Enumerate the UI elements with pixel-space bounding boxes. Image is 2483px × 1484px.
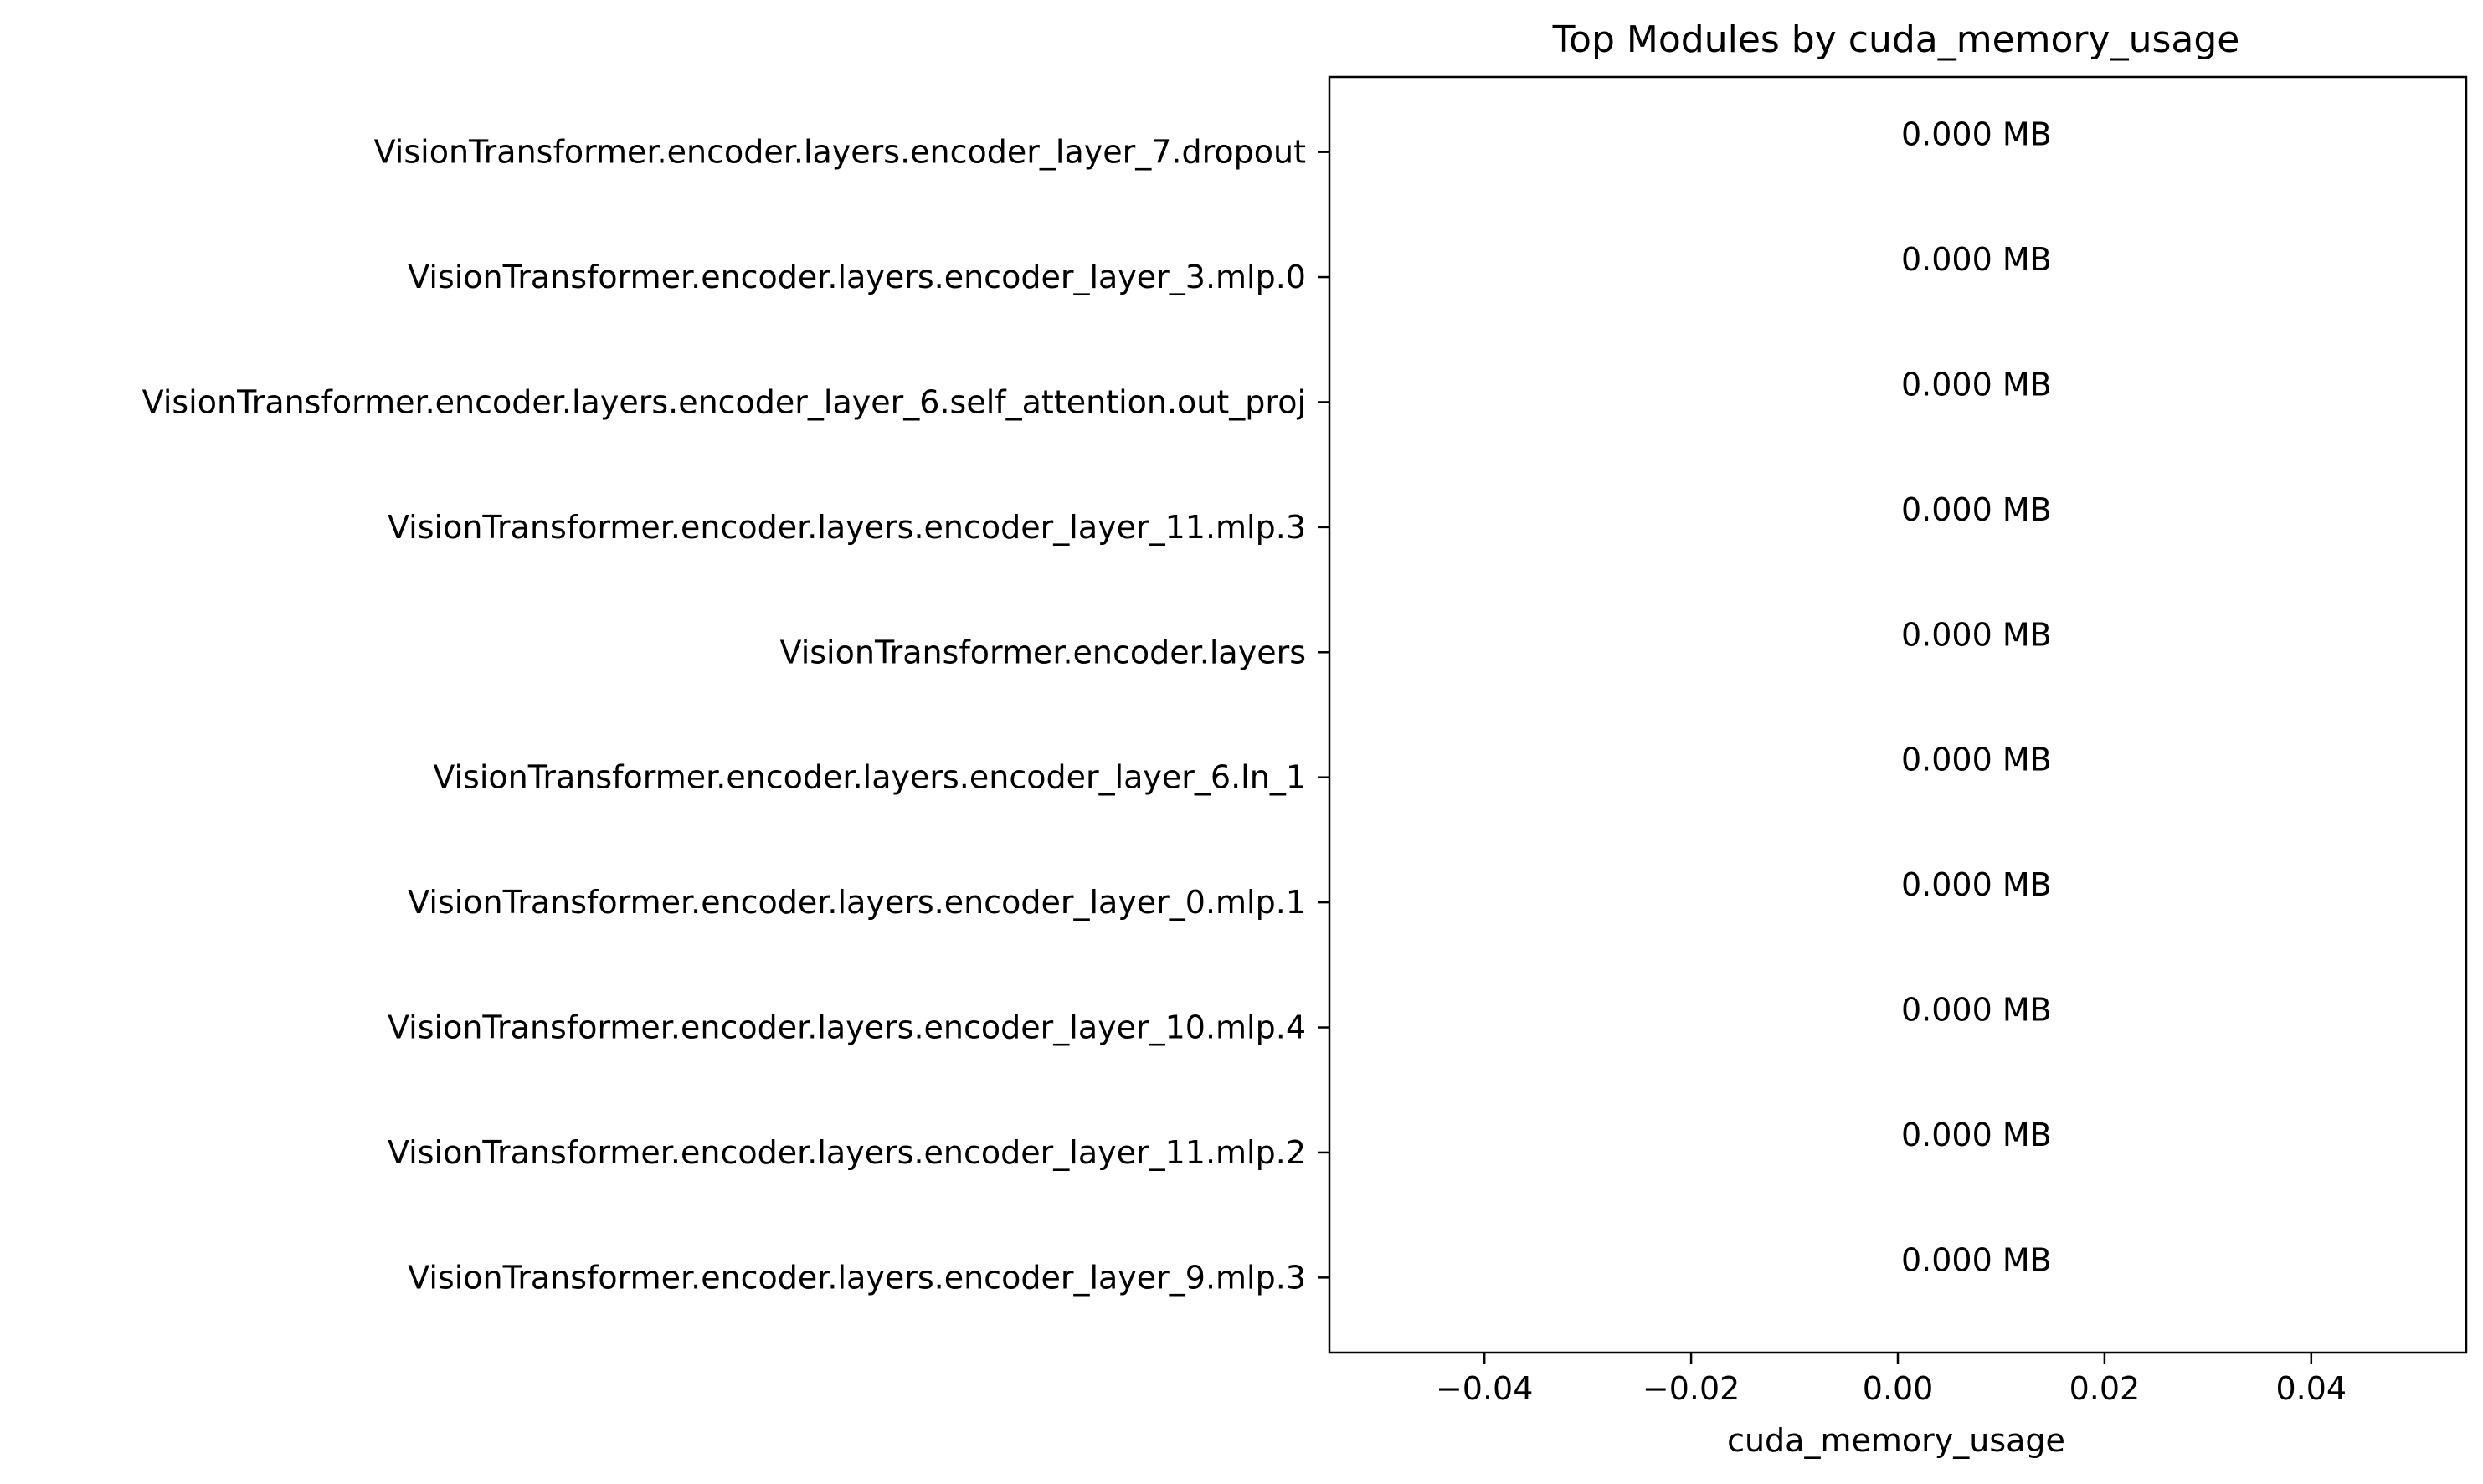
bar-data-label: 0.000 MB [1901, 866, 2052, 903]
y-tick-label: VisionTransformer.encoder.layers.encoder… [408, 884, 1306, 921]
x-tick-label: −0.02 [1642, 1370, 1740, 1407]
y-tick-label: VisionTransformer.encoder.layers.encoder… [388, 509, 1306, 546]
bar-data-label: 0.000 MB [1901, 241, 2052, 278]
x-tick-label: 0.00 [1863, 1370, 1934, 1407]
x-tick-label: 0.04 [2276, 1370, 2347, 1407]
y-tick-label: VisionTransformer.encoder.layers.encoder… [408, 1259, 1306, 1296]
chart-title: Top Modules by cuda_memory_usage [1552, 18, 2240, 61]
bar-data-label: 0.000 MB [1901, 616, 2052, 653]
plot-frame [1328, 75, 2468, 1354]
bar-data-label: 0.000 MB [1901, 366, 2052, 403]
bar-data-label: 0.000 MB [1901, 491, 2052, 528]
bar-data-label: 0.000 MB [1901, 742, 2052, 778]
y-tick-label: VisionTransformer.encoder.layers.encoder… [388, 1134, 1306, 1171]
y-tick-label: VisionTransformer.encoder.layers.encoder… [408, 259, 1306, 295]
y-tick-label: VisionTransformer.encoder.layers.encoder… [374, 134, 1306, 171]
x-tick-label: −0.04 [1436, 1370, 1533, 1407]
y-tick-label: VisionTransformer.encoder.layers.encoder… [433, 759, 1306, 796]
y-axis: VisionTransformer.encoder.layers.encoder… [142, 134, 1329, 1296]
y-tick-label: VisionTransformer.encoder.layers.encoder… [142, 383, 1306, 420]
x-tick-label: 0.02 [2069, 1370, 2141, 1407]
y-tick-label: VisionTransformer.encoder.layers [780, 634, 1306, 670]
x-axis-label: cuda_memory_usage [1727, 1422, 2065, 1459]
x-axis: −0.04 −0.02 0.00 0.02 0.04 [1436, 1353, 2347, 1407]
y-tick-label: VisionTransformer.encoder.layers.encoder… [388, 1009, 1306, 1046]
chart-marks: 0.000 MB 0.000 MB 0.000 MB 0.000 MB 0.000 MB… [1901, 116, 2052, 1279]
bar-data-label: 0.000 MB [1901, 1117, 2052, 1153]
bar-data-label: 0.000 MB [1901, 116, 2052, 153]
bar-data-label: 0.000 MB [1901, 992, 2052, 1029]
bar-data-label: 0.000 MB [1901, 1241, 2052, 1278]
